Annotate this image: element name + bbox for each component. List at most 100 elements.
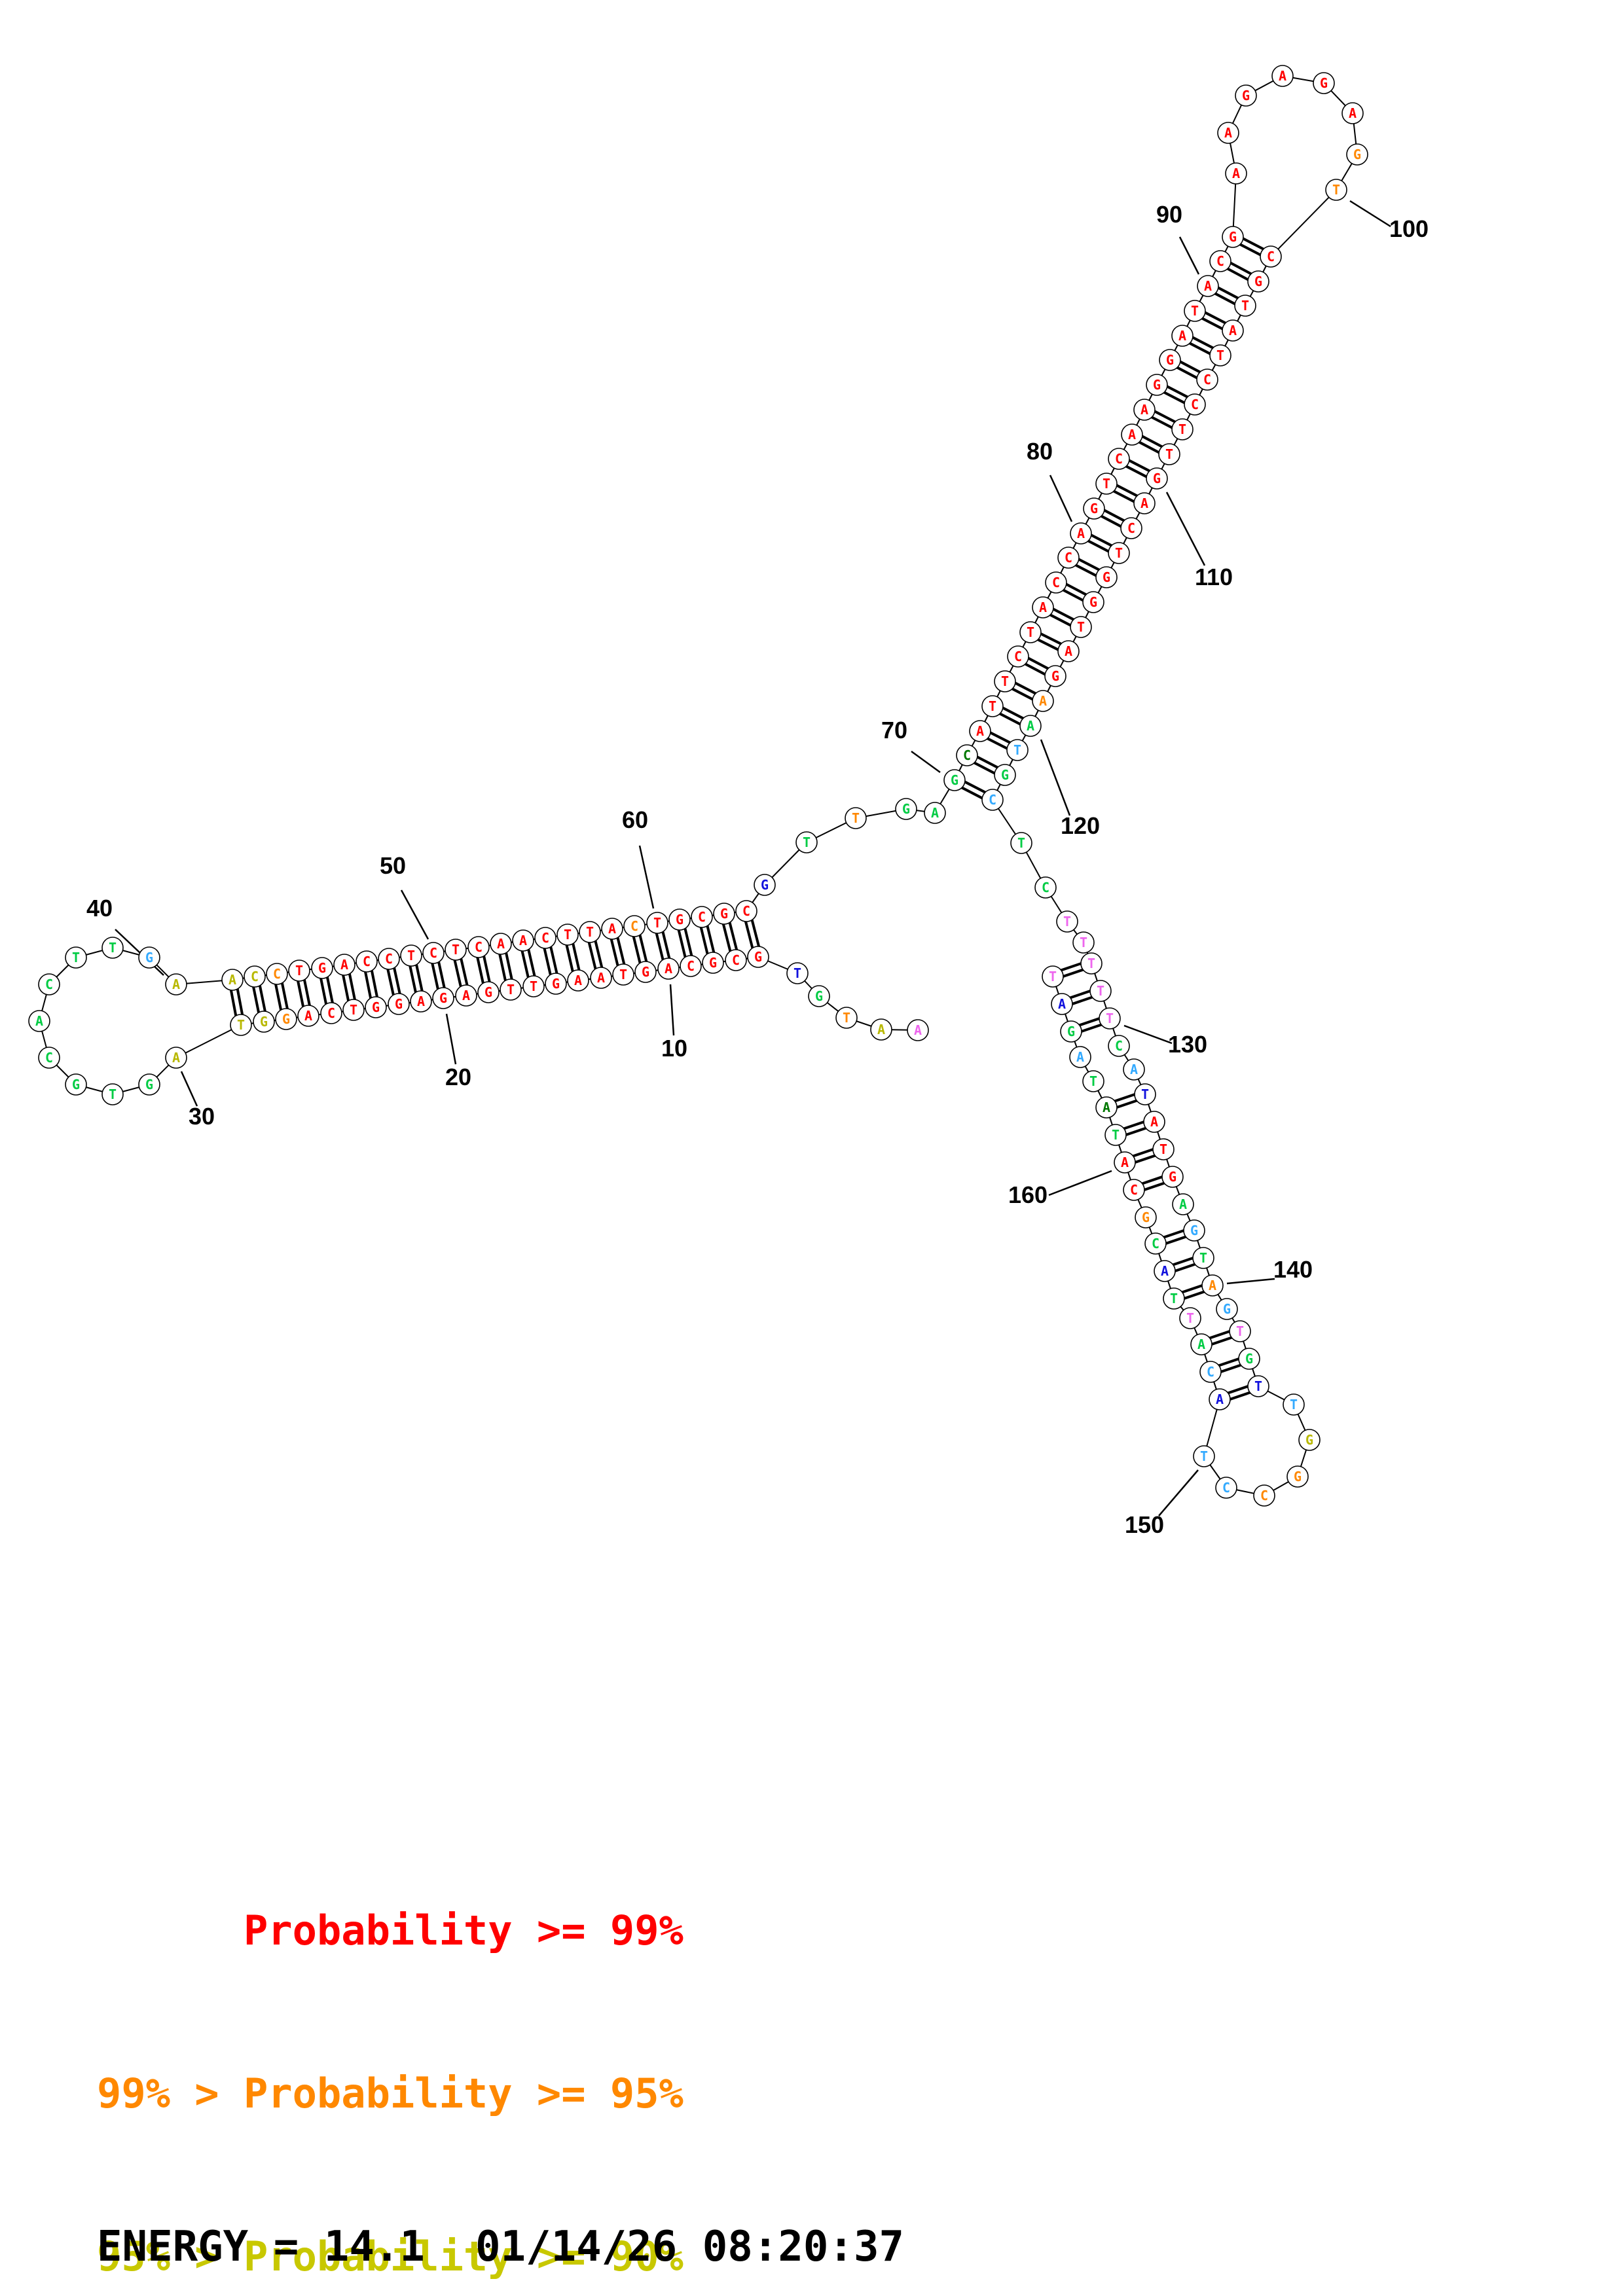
nucleotide-132: A — [1123, 1058, 1145, 1081]
nucleotide-base-letter: G — [372, 999, 380, 1015]
nucleotide-circle — [101, 1083, 124, 1105]
nucleotide-39: G — [138, 946, 160, 969]
nucleotide-base-letter: T — [1170, 1291, 1178, 1306]
nucleotide-72: A — [969, 720, 991, 742]
nucleotide-base-letter: A — [304, 1008, 312, 1024]
nucleotide-base-letter: A — [1130, 1062, 1138, 1077]
nucleotide-41: A — [221, 969, 244, 991]
probability-legend: Probability >= 99% 99% > Probability >= … — [97, 1795, 684, 2296]
nucleotide-25: C — [320, 1002, 342, 1024]
nucleotide-85: A — [1133, 399, 1156, 421]
nucleotide-circle — [1045, 571, 1067, 594]
nucleotide-base-letter: A — [1224, 125, 1232, 141]
nucleotide-base-letter: G — [552, 976, 560, 992]
nucleotide-base-letter: T — [1186, 1310, 1194, 1326]
nucleotide-base-letter: G — [951, 772, 958, 788]
nucleotide-base-letter: C — [1130, 1182, 1138, 1198]
nucleotide-base-letter: A — [1058, 996, 1066, 1012]
position-label-leader — [1178, 236, 1200, 275]
nucleotide-base-letter: T — [1178, 422, 1186, 437]
nucleotide-base-letter: A — [1077, 526, 1085, 541]
nucleotide-base-letter: C — [385, 951, 393, 967]
nucleotide-circle — [1238, 1348, 1260, 1370]
nucleotide-161: T — [1104, 1124, 1127, 1146]
nucleotide-circle — [1161, 1166, 1184, 1188]
nucleotide-circle — [1072, 931, 1095, 954]
nucleotide-124: T — [1010, 832, 1032, 854]
nucleotide-157: C — [1144, 1232, 1167, 1255]
position-label-leader — [638, 845, 655, 909]
nucleotide-98: A — [1341, 102, 1364, 124]
nucleotide-circle — [1222, 226, 1244, 248]
nucleotide-52: C — [467, 936, 490, 958]
position-label-80: 80 — [1027, 438, 1053, 465]
nucleotide-base-letter: T — [1141, 1086, 1149, 1102]
nucleotide-base-letter: G — [1103, 569, 1110, 585]
nucleotide-base-letter: A — [1232, 166, 1240, 181]
nucleotide-circle — [1007, 645, 1029, 668]
nucleotide-56: T — [556, 924, 579, 946]
nucleotide-base-letter: G — [1142, 1210, 1150, 1225]
nucleotide-base-letter: A — [340, 957, 348, 973]
nucleotide-35: A — [28, 1010, 50, 1032]
nucleotide-165: G — [1060, 1020, 1082, 1043]
nucleotide-base-letter: G — [260, 1014, 268, 1030]
nucleotide-circle — [1044, 665, 1067, 687]
nucleotide-circle — [1019, 621, 1042, 643]
nucleotide-circle — [138, 1073, 160, 1096]
energy-line: ENERGY = 14.1 01/14/26 08:20:37 — [97, 2223, 904, 2271]
nucleotide-137: A — [1172, 1193, 1194, 1215]
nucleotide-42: C — [244, 965, 266, 988]
nucleotide-circle — [754, 874, 776, 896]
nucleotide-base-letter: C — [1191, 397, 1199, 412]
nucleotide-129: T — [1089, 980, 1112, 1002]
nucleotide-base-letter: G — [642, 964, 649, 980]
nucleotide-65: G — [754, 874, 776, 896]
position-label-leader — [1040, 739, 1071, 816]
nucleotide-66: T — [795, 831, 818, 853]
nucleotide-164: A — [1069, 1046, 1091, 1068]
nucleotide-circle — [455, 984, 477, 1007]
nucleotide-base-letter: A — [519, 933, 527, 948]
nucleotide-circle — [333, 954, 356, 976]
nucleotide-118: G — [1044, 665, 1067, 687]
nucleotide-12: T — [612, 963, 634, 986]
nucleotide-base-letter: T — [1080, 935, 1087, 950]
nucleotide-circle — [579, 921, 601, 943]
position-label-leader — [1165, 492, 1206, 566]
nucleotide-base-letter: C — [1115, 451, 1123, 467]
nucleotide-circle — [956, 744, 978, 766]
nucleotide-circle — [1121, 423, 1143, 446]
nucleotide-109: T — [1158, 443, 1180, 465]
nucleotide-base-letter: A — [497, 936, 505, 952]
nucleotide-base-letter: C — [1052, 575, 1060, 590]
nucleotide-138: G — [1183, 1219, 1205, 1242]
nucleotide-base-letter: A — [1161, 1263, 1169, 1279]
nucleotide-circle — [835, 1007, 858, 1029]
nucleotide-base-letter: A — [1349, 105, 1357, 121]
nucleotide-156: A — [1154, 1260, 1176, 1282]
nucleotide-22: G — [388, 993, 410, 1015]
nucleotide-circle — [1069, 1046, 1091, 1068]
nucleotide-circle — [545, 973, 567, 995]
nucleotide-base-letter: C — [251, 969, 259, 984]
nucleotide-110: G — [1146, 467, 1168, 490]
nucleotide-base-letter: C — [45, 1050, 53, 1066]
position-label-110: 110 — [1195, 564, 1233, 590]
nucleotide-144: T — [1247, 1375, 1269, 1397]
nucleotide-95: G — [1235, 84, 1257, 107]
nucleotide-base-letter: G — [1229, 229, 1237, 245]
nucleotide-circle — [1006, 739, 1029, 761]
nucleotide-circle — [634, 961, 657, 983]
nucleotide-circle — [522, 975, 545, 997]
nucleotide-base-letter: A — [665, 961, 672, 977]
nucleotide-84: A — [1121, 423, 1143, 446]
nucleotide-base-letter: T — [295, 963, 303, 978]
nucleotide-150: T — [1193, 1445, 1215, 1467]
nucleotide-base-letter: A — [1121, 1155, 1129, 1170]
nucleotide-5: T — [786, 962, 809, 984]
nucleotide-base-letter: C — [989, 792, 996, 808]
nucleotide-base-letter: A — [1229, 323, 1237, 338]
nucleotide-135: T — [1152, 1138, 1175, 1160]
nucleotide-base-letter: T — [1191, 303, 1199, 319]
